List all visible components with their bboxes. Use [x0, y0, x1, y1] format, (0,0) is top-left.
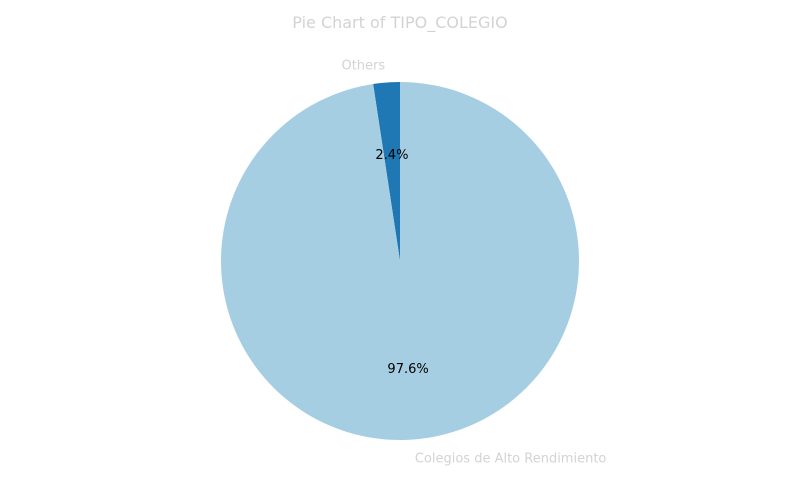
pie-pct-label: 2.4% [375, 148, 408, 163]
pie-slice-others [373, 82, 400, 261]
pie-category-label: Others [341, 59, 385, 74]
slices-layer [220, 82, 579, 440]
labels-layer: 2.4% Others 97.6% Colegios de Alto Rendimie… [341, 59, 606, 467]
chart-title: Pie Chart of TIPO_COLEGIO [292, 13, 507, 33]
pie-category-label: Colegios de Alto Rendimiento [415, 451, 607, 466]
pie-pct-label: 97.6% [387, 362, 428, 377]
pie-slice-colegios-de-alto-rendimiento [220, 82, 579, 440]
